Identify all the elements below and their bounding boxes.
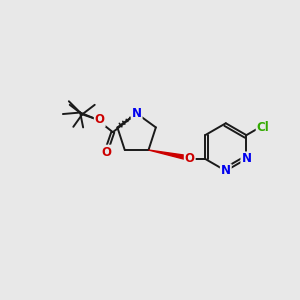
Text: O: O [95, 113, 105, 126]
Text: N: N [221, 164, 231, 177]
Text: N: N [242, 152, 251, 165]
Text: Cl: Cl [257, 121, 269, 134]
Text: O: O [101, 146, 111, 159]
Text: N: N [132, 107, 142, 120]
Text: O: O [185, 152, 195, 165]
Polygon shape [148, 150, 194, 161]
